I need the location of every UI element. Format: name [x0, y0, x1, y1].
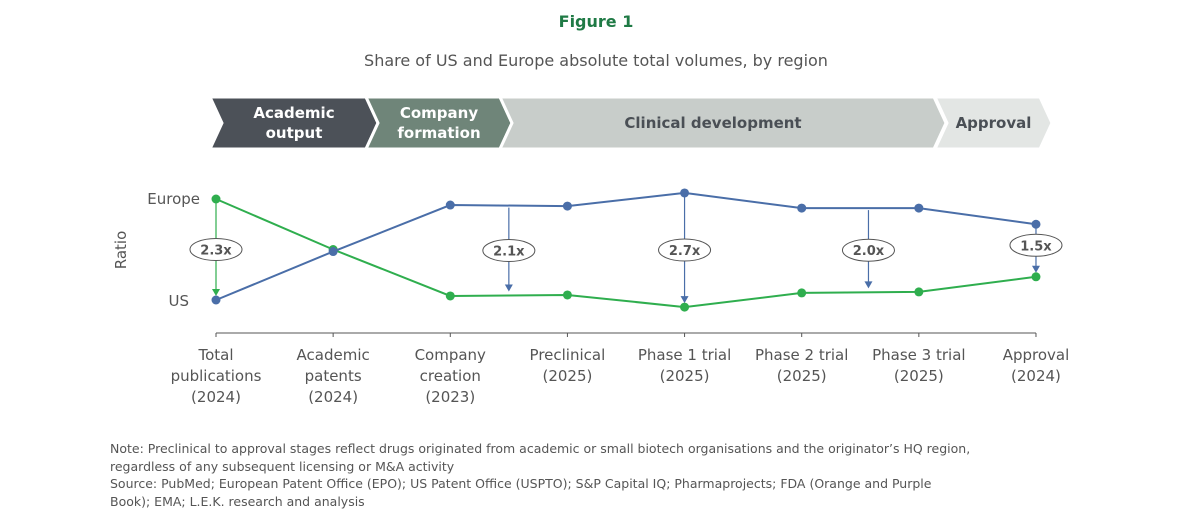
data-point — [328, 247, 338, 257]
data-point — [797, 288, 807, 298]
arrowhead-icon — [680, 296, 689, 304]
x-tick-label: (2024) — [1011, 367, 1061, 385]
data-point — [914, 203, 924, 213]
x-tick-label: (2025) — [660, 367, 710, 385]
note-line: Note: Preclinical to approval stages ref… — [110, 441, 971, 456]
figure-label: Figure 1 — [558, 12, 634, 31]
ratio-badge — [482, 239, 536, 263]
arrowhead-icon — [864, 281, 873, 289]
x-tick-label: (2025) — [894, 367, 944, 385]
line-chart: Academic output Company formation Clinical d… — [112, 95, 1070, 406]
stage-label: Approval — [956, 114, 1032, 132]
stage-chevron — [932, 95, 1054, 151]
data-point — [445, 291, 455, 301]
x-tick-label: Phase 3 trial — [872, 346, 965, 364]
arrowhead-icon — [212, 289, 220, 296]
data-point — [562, 201, 572, 211]
y-tick-label: Europe — [147, 190, 200, 208]
stage-label: output — [266, 124, 323, 142]
stage-label: Clinical development — [624, 114, 801, 132]
data-point — [445, 200, 455, 210]
stage-label: formation — [397, 124, 480, 142]
ratio-label: 2.7x — [669, 244, 701, 259]
source-line: Source: PubMed; European Patent Office (… — [110, 476, 932, 491]
x-tick-label: Company — [415, 346, 486, 364]
stage-label: Academic — [253, 104, 334, 122]
x-tick-label: (2024) — [191, 388, 241, 406]
data-point — [797, 203, 807, 213]
x-tick-label: Approval — [1003, 346, 1070, 364]
x-tick-label: (2024) — [308, 388, 358, 406]
x-tick-label: publications — [171, 367, 262, 385]
x-tick-label: (2023) — [425, 388, 475, 406]
series-line — [215, 198, 1037, 309]
y-tick-label: US — [168, 292, 189, 310]
x-tick-label: (2025) — [542, 367, 592, 385]
ratio-badge — [658, 238, 712, 262]
x-tick-label: Phase 2 trial — [755, 346, 848, 364]
x-tick-label: patents — [305, 367, 362, 385]
ratio-label: 1.5x — [1020, 239, 1052, 254]
ratio-badge — [1009, 233, 1063, 257]
x-tick-label: Phase 1 trial — [638, 346, 731, 364]
source-line: Book); EMA; L.E.K. research and analysis — [110, 493, 365, 509]
arrowhead-icon — [504, 284, 513, 292]
note-line: regardless of any subsequent licensing o… — [110, 458, 455, 474]
x-tick-label: Academic — [297, 346, 370, 364]
ratio-badge — [841, 238, 895, 262]
data-point — [562, 290, 572, 300]
data-point — [914, 287, 924, 297]
data-point — [211, 194, 221, 204]
ratio-label: 2.3x — [200, 244, 232, 259]
y-axis-label: Ratio — [112, 231, 130, 270]
x-tick-label: creation — [420, 367, 481, 385]
data-point — [211, 295, 221, 305]
chart-title: Share of US and Europe absolute total vo… — [364, 51, 828, 70]
data-point — [680, 188, 690, 198]
footnote: Note: Preclinical to approval stages ref… — [110, 440, 1110, 510]
x-tick-label: Preclinical — [530, 346, 606, 364]
ratio-label: 2.0x — [853, 244, 885, 259]
ratio-badge — [189, 238, 243, 261]
stage-label: Company — [400, 104, 478, 122]
arrowhead-icon — [1031, 265, 1040, 273]
series-line — [215, 191, 1037, 301]
data-point — [1031, 219, 1041, 229]
data-point — [1031, 272, 1041, 282]
x-tick-label: (2025) — [777, 367, 827, 385]
data-point — [680, 302, 690, 312]
ratio-label: 2.1x — [493, 245, 525, 260]
x-tick-label: Total — [197, 346, 233, 364]
